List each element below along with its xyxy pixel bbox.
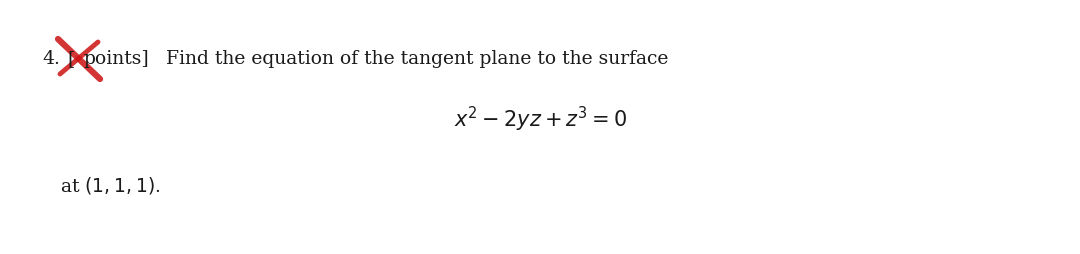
Text: at $(1, 1, 1)$.: at $(1, 1, 1)$. — [60, 176, 161, 197]
Text: 4.: 4. — [42, 50, 59, 68]
Text: points]: points] — [83, 50, 149, 68]
Text: Find the equation of the tangent plane to the surface: Find the equation of the tangent plane t… — [160, 50, 669, 68]
Text: $x^2 - 2yz + z^3 = 0$: $x^2 - 2yz + z^3 = 0$ — [454, 104, 626, 134]
Text: [: [ — [67, 50, 75, 68]
